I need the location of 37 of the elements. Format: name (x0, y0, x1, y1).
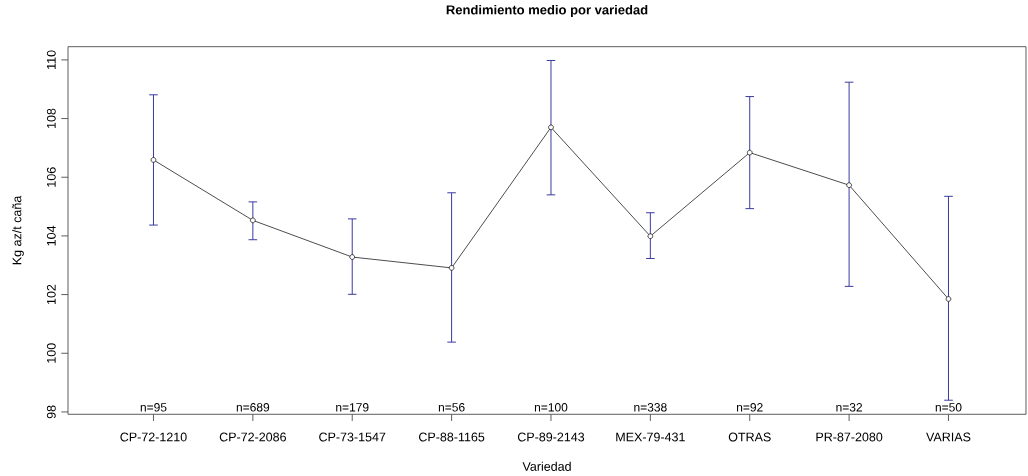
x-tick-label: VARIAS (926, 432, 971, 442)
x-tick-label: CP-72-2086 (219, 432, 286, 442)
x-tick-label: MEX-79-431 (616, 432, 685, 442)
x-tick-label: PR-87-2080 (816, 432, 883, 442)
y-tick-label: 104 (46, 225, 56, 246)
annotation: n=689 (236, 403, 270, 412)
y-tick-label: 110 (46, 50, 56, 69)
x-axis-title: Variedad (522, 461, 571, 471)
y-axis-title: Kg az/t caña (12, 195, 24, 265)
y-tick-label: 106 (46, 167, 56, 187)
point (548, 124, 554, 131)
y-tick-label: 108 (46, 108, 56, 129)
point (746, 149, 753, 156)
point (448, 265, 455, 271)
x-tick-label: CP-88-1165 (419, 432, 485, 442)
y-tick-label: 98 (46, 405, 56, 419)
annotation: n=338 (634, 403, 667, 412)
annotation: n=95 (140, 403, 167, 412)
annotation: n=179 (336, 403, 369, 412)
annotation: n=50 (935, 403, 962, 412)
point (945, 296, 952, 302)
point (647, 233, 654, 239)
x-tick-label: CP-73-1547 (319, 432, 386, 442)
x-tick-label: CP-72-1210 (120, 432, 187, 442)
annotation: n=32 (836, 403, 863, 412)
point (250, 217, 256, 224)
annotation: n=100 (534, 403, 568, 412)
chart-title: Rendimiento medio por variedad (446, 4, 648, 18)
point (349, 254, 355, 260)
point (846, 182, 852, 188)
y-tick-label: 102 (46, 284, 56, 305)
x-tick-label: OTRAS (728, 432, 771, 442)
y-tick-label: 100 (46, 343, 56, 363)
x-tick-label: CP-89-2143 (517, 432, 585, 442)
annotation: n=56 (438, 403, 465, 412)
annotation: n=92 (737, 403, 763, 412)
point (150, 157, 157, 163)
